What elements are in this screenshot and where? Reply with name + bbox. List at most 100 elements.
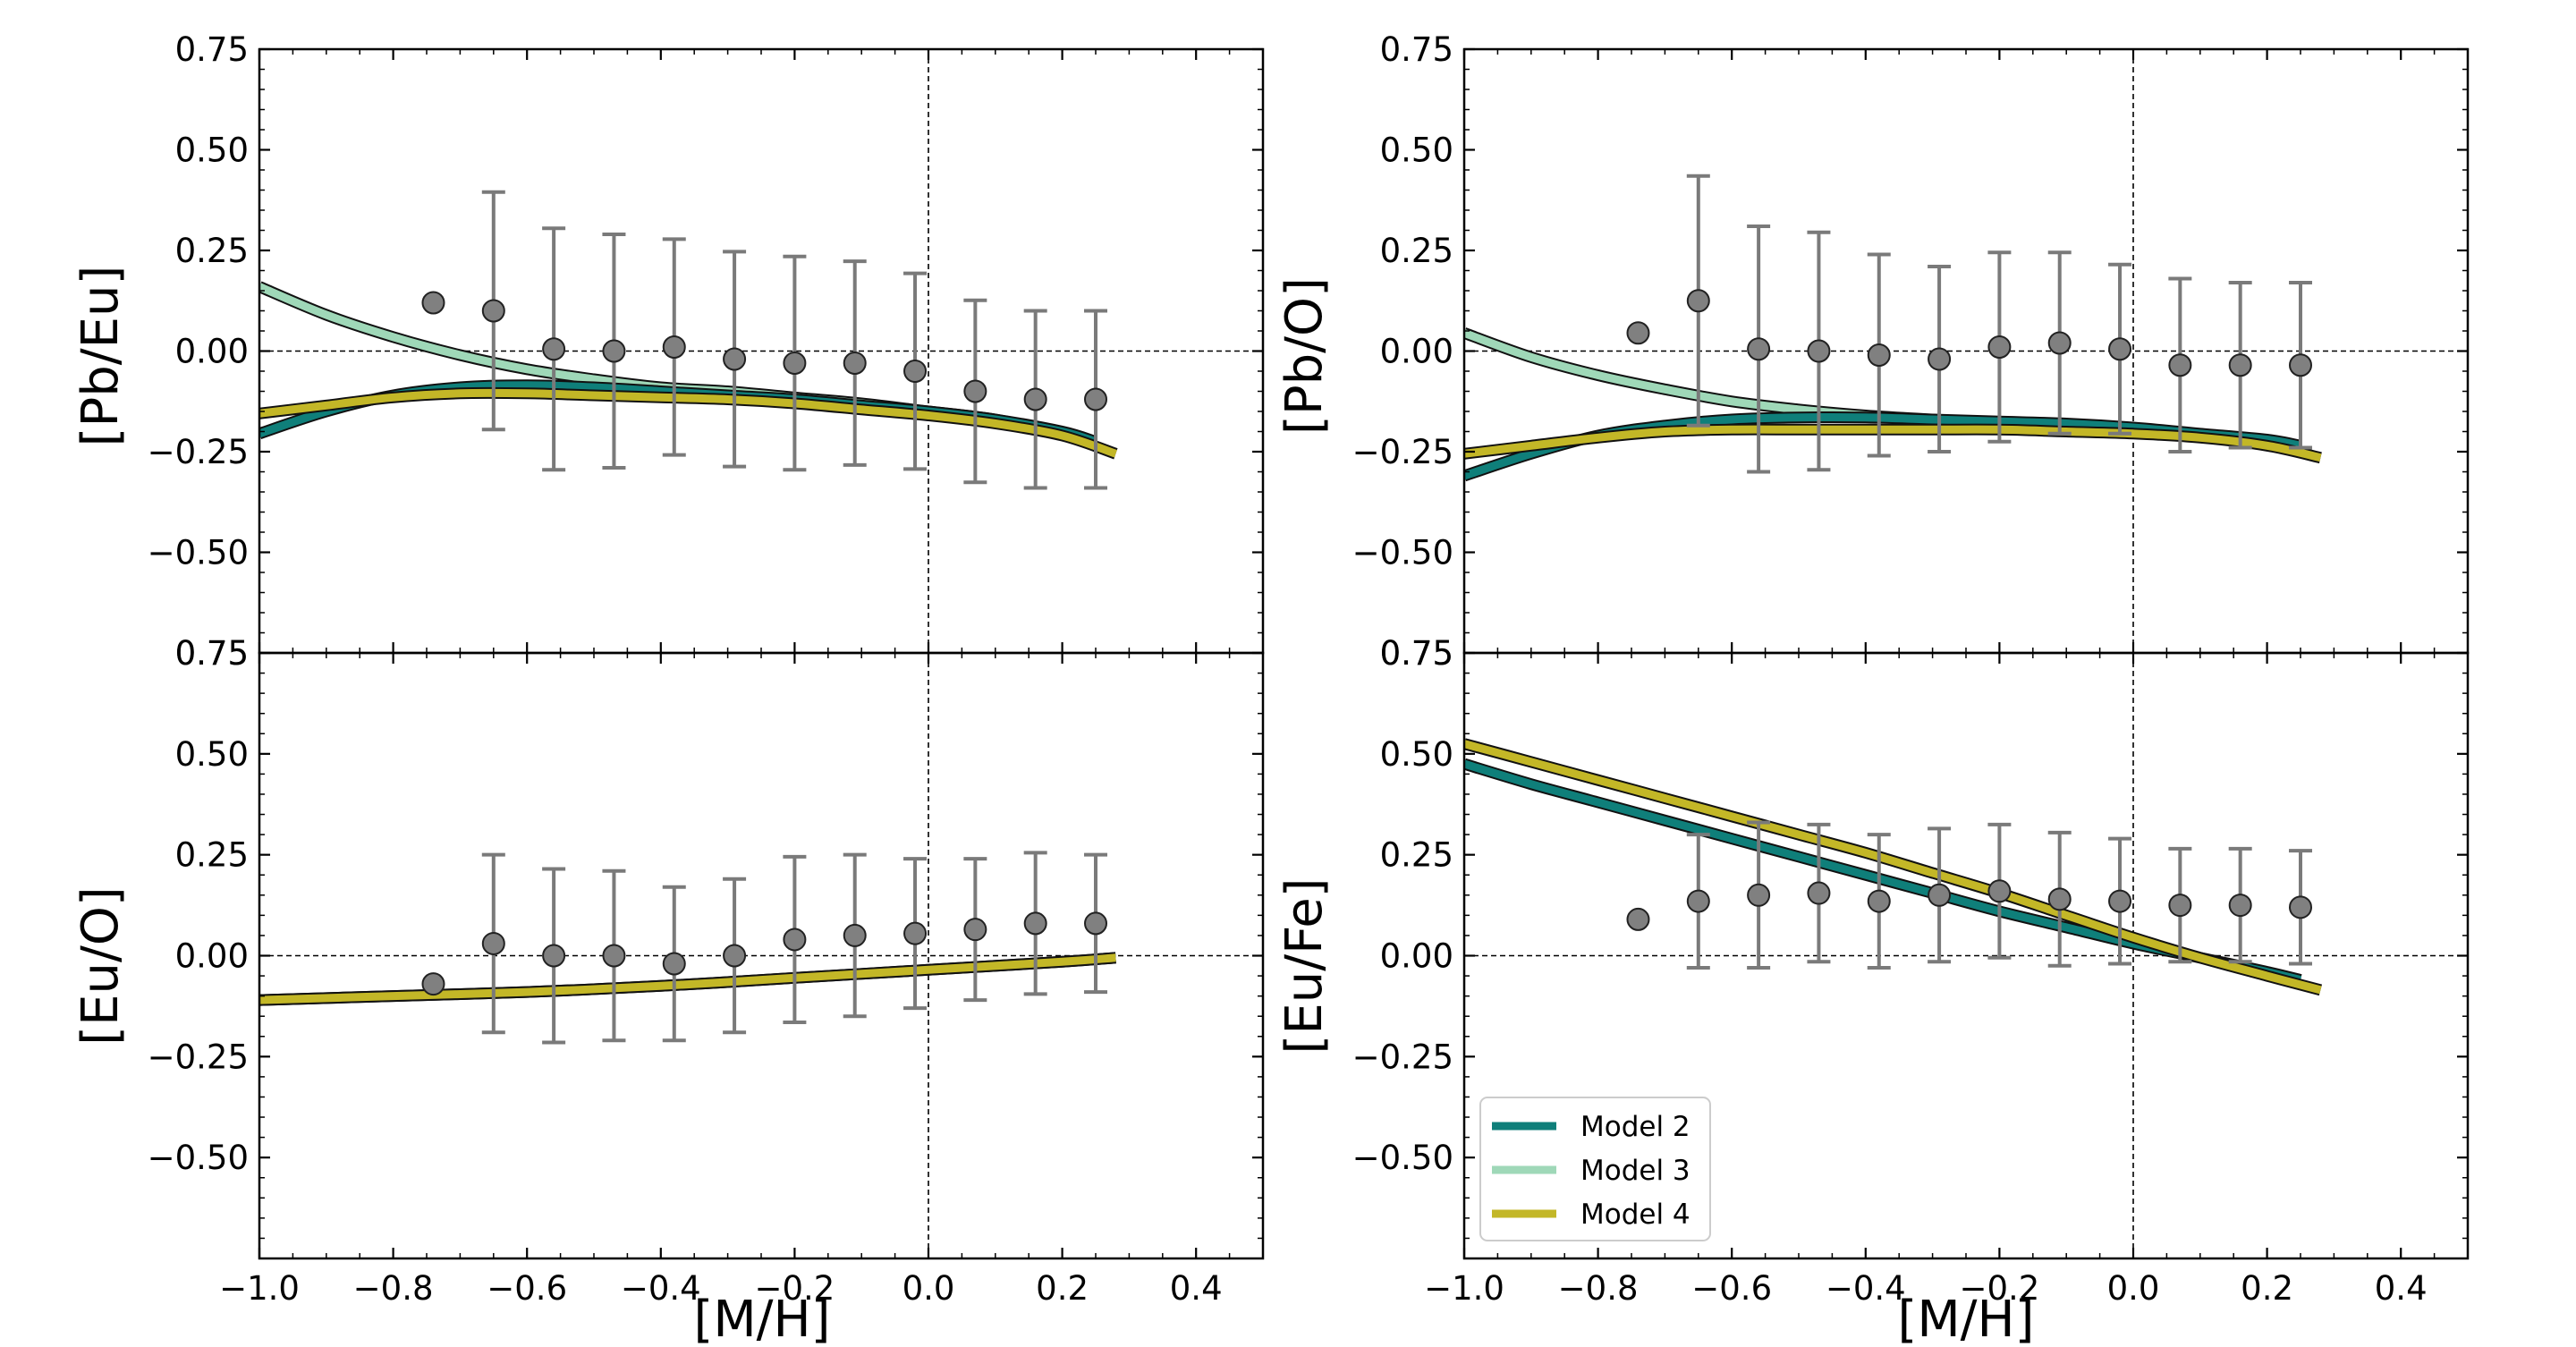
xtick-label: −0.8	[353, 1269, 434, 1308]
data-point	[1686, 889, 1710, 913]
data-point	[2289, 895, 2312, 919]
data-point	[421, 972, 445, 996]
data-point	[2047, 331, 2072, 355]
ytick-label: 0.25	[175, 836, 249, 875]
data-point	[783, 928, 807, 952]
data-point	[1747, 883, 1771, 907]
ytick-label: −0.50	[1352, 534, 1453, 572]
model-curves	[1464, 738, 2323, 996]
legend-frame	[1479, 1097, 1711, 1241]
xtick-label: −1.0	[219, 1269, 300, 1308]
ytick-label: 0.75	[175, 634, 249, 673]
xlabel-left: [M/H]	[694, 1291, 831, 1347]
ytick-label: 0.00	[1380, 333, 1453, 371]
data-point	[903, 360, 928, 383]
data-point	[1686, 289, 1710, 313]
data-point	[481, 931, 505, 955]
ytick-label: 0.50	[175, 131, 249, 170]
xtick-label: 0.2	[1036, 1269, 1089, 1308]
data-point	[783, 352, 807, 375]
xtick-label: 0.0	[902, 1269, 955, 1308]
data-point	[2108, 889, 2132, 913]
data-point	[662, 952, 686, 976]
ytick-label: −0.25	[1352, 433, 1453, 471]
xtick-label: 0.4	[2375, 1269, 2428, 1308]
xtick-label: 0.0	[2107, 1269, 2160, 1308]
ylabel-eu-fe: [Eu/Fe]	[1275, 877, 1334, 1054]
data-point	[963, 918, 987, 942]
ytick-label: 0.75	[1380, 634, 1453, 673]
ytick-label: 0.00	[175, 333, 249, 371]
ytick-label: −0.25	[148, 433, 249, 471]
data-point	[1084, 911, 1107, 936]
ytick-label: 0.75	[175, 30, 249, 69]
ytick-label: 0.50	[175, 735, 249, 774]
data-point	[1807, 881, 1831, 905]
ytick-label: −0.25	[148, 1038, 249, 1076]
ytick-label: 0.50	[1380, 131, 1453, 170]
ytick-label: −0.50	[1352, 1139, 1453, 1177]
xtick-label: 0.4	[1170, 1269, 1223, 1308]
ytick-label: 0.00	[175, 937, 249, 976]
data-point	[1928, 347, 1952, 371]
data-point	[602, 944, 626, 968]
data-point	[542, 337, 566, 361]
xtick-label: −0.2	[1959, 1269, 2039, 1308]
data-point	[1867, 889, 1891, 913]
data-point	[843, 923, 867, 947]
data-point	[542, 944, 566, 968]
ytick-label: 0.25	[1380, 232, 1453, 270]
series-line-model-4	[259, 953, 1116, 1004]
data-point	[2168, 894, 2192, 918]
xtick-label: −0.8	[1558, 1269, 1639, 1308]
xtick-label: −1.0	[1424, 1269, 1504, 1308]
ytick-label: −0.25	[1352, 1038, 1453, 1076]
panel-eu_o: 0.75 0.50 0.25 0.00 −0.25 −0.50 −1.0 −0.8 −0.6 −0…	[148, 634, 1265, 1308]
data-point	[602, 339, 626, 363]
xtick-label: 0.2	[2241, 1269, 2293, 1308]
series-line-model-4	[1464, 425, 2322, 462]
data-point	[1023, 911, 1047, 936]
model-curves	[259, 952, 1116, 1006]
model-curves	[1464, 327, 2322, 482]
xtick-label: −0.2	[754, 1269, 835, 1308]
legend-label-model-4: Model 4	[1580, 1199, 1690, 1231]
xtick-label: −0.6	[487, 1269, 567, 1308]
data-point	[1987, 335, 2012, 359]
data-point	[2228, 894, 2252, 918]
panel-eu_fe: 0.75 0.50 0.25 0.00 −0.25 −0.50 −1.0 −0.8 −0.6 −0…	[1352, 634, 2470, 1308]
ylabel-pb-o: [Pb/O]	[1275, 277, 1334, 435]
ytick-label: 0.75	[175, 634, 249, 673]
data-point	[843, 352, 867, 375]
data-point	[1867, 343, 1891, 367]
data-point	[1807, 339, 1831, 363]
data-point	[2289, 353, 2312, 377]
ytick-label: 0.50	[1380, 735, 1453, 774]
data-point	[1626, 907, 1650, 931]
panel-pb_eu: 0.75 0.50 0.25 0.00 −0.25 −0.50 0.75	[148, 30, 1265, 673]
data-point	[421, 291, 445, 315]
data-point	[903, 921, 928, 945]
data-point	[723, 347, 747, 371]
data-point	[2228, 353, 2252, 377]
ylabel-pb-eu: [Pb/Eu]	[72, 266, 130, 447]
data-point	[2047, 887, 2072, 911]
panel-pb_o: 0.75 0.50 0.25 0.00 −0.25 −0.50 0.75	[1352, 30, 2470, 673]
ylabel-eu-o: [Eu/O]	[72, 886, 130, 1046]
data-point	[662, 335, 686, 359]
xtick-label: −0.4	[1826, 1269, 1906, 1308]
series-line-model-4	[259, 388, 1117, 458]
data-point	[1084, 387, 1107, 411]
legend-label-model-3: Model 3	[1580, 1155, 1690, 1187]
data-point	[723, 944, 747, 968]
xtick-label: −0.4	[621, 1269, 701, 1308]
data-point	[2168, 353, 2192, 377]
model-curves	[259, 281, 1118, 460]
ytick-label: 0.75	[1380, 634, 1453, 673]
data-point	[1928, 883, 1952, 907]
data-point	[2108, 337, 2132, 361]
data-point	[481, 299, 505, 323]
ytick-label: 0.25	[175, 232, 249, 270]
data-point	[1626, 321, 1650, 345]
panels: 0.75 0.50 0.25 0.00 −0.25 −0.50 0.75 0.75 0.50 0.…	[148, 30, 2470, 1308]
